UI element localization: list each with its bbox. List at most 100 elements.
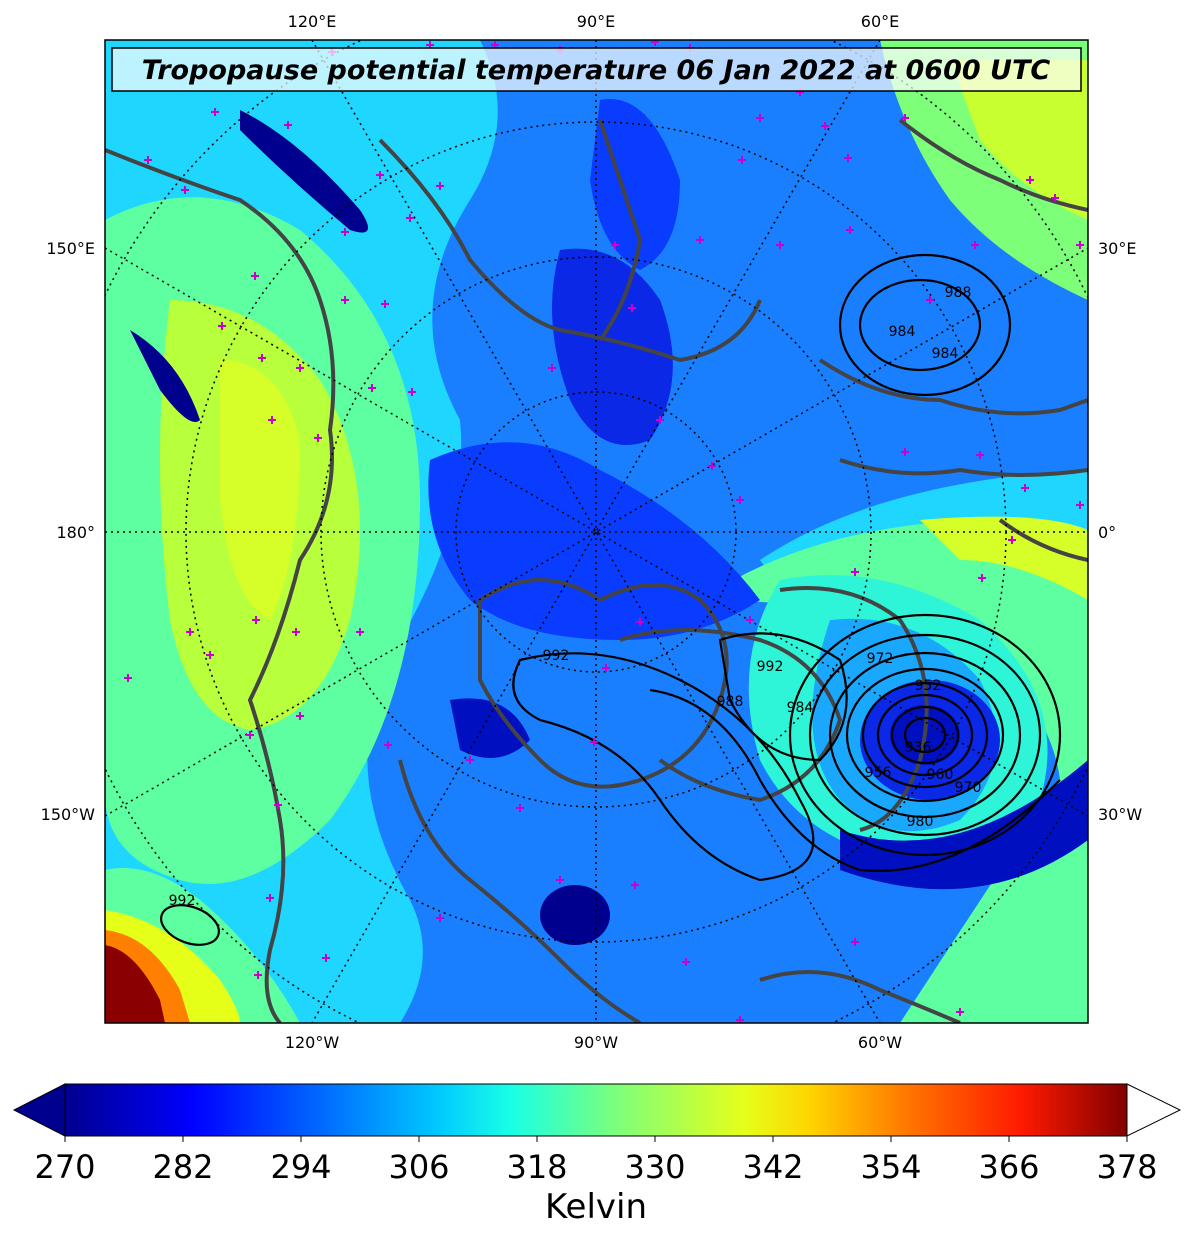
station-marker (266, 894, 274, 902)
station-marker (1051, 194, 1059, 202)
station-marker (1026, 176, 1034, 184)
station-marker (144, 156, 152, 164)
station-marker (296, 364, 304, 372)
isobar-label: 960 (927, 767, 954, 783)
station-marker (1021, 484, 1029, 492)
station-marker (548, 364, 556, 372)
lon-label-bottom-3: 60°W (858, 1033, 902, 1052)
title-box: Tropopause potential temperature 06 Jan … (111, 47, 1082, 92)
isobar-label: 972 (867, 651, 894, 667)
station-marker (1076, 241, 1084, 249)
station-marker (1008, 536, 1016, 544)
station-marker (656, 416, 664, 424)
lon-label-right-3: 30°W (1098, 805, 1142, 824)
station-marker (124, 674, 132, 682)
lon-label-right-2: 0° (1098, 523, 1116, 542)
pressure-contours (160, 253, 1062, 946)
station-marker (206, 651, 214, 659)
colorbar-tick-label: 330 (624, 1148, 685, 1186)
station-marker (602, 664, 610, 672)
graticule (105, 40, 1088, 1023)
station-marker (682, 958, 690, 966)
station-marker (408, 388, 416, 396)
station-marker (246, 731, 254, 739)
station-marker (211, 108, 219, 116)
lon-label-top-1: 120°E (288, 12, 337, 31)
station-marker (252, 616, 260, 624)
isobar-label: 992 (543, 648, 570, 664)
station-marker (292, 628, 300, 636)
station-marker (926, 296, 934, 304)
map-frame (104, 39, 1089, 1024)
station-marker (1076, 501, 1084, 509)
isobar-label: 970 (955, 780, 982, 796)
colorbar-tick-label: 378 (1096, 1148, 1157, 1186)
isobar-label: 984 (787, 700, 814, 716)
station-marker (708, 462, 716, 470)
station-marker (436, 914, 444, 922)
lon-label-left-2: 180° (56, 523, 95, 542)
station-marker (628, 304, 636, 312)
station-marker (738, 156, 746, 164)
station-marker (258, 354, 266, 362)
station-marker (274, 801, 282, 809)
station-marker (978, 574, 986, 582)
station-marker (436, 182, 444, 190)
station-marker (296, 712, 304, 720)
station-marker (776, 241, 784, 249)
colorbar-ticks: 270 282 294 306 318 330 342 354 366 378 (34, 1136, 1158, 1186)
station-marker (756, 114, 764, 122)
colorbar-extend-high (1126, 1083, 1182, 1137)
station-marker (181, 186, 189, 194)
coastlines (105, 118, 1088, 1023)
isobar-label: 936 (905, 740, 932, 756)
colorbar-tick-label: 294 (270, 1148, 331, 1186)
isobar-label: 952 (915, 678, 942, 694)
station-marker (736, 496, 744, 504)
lon-label-right-1: 30°E (1098, 239, 1136, 258)
station-marker (976, 451, 984, 459)
isobar-label: 980 (907, 814, 934, 830)
station-marker (384, 741, 392, 749)
colorbar-tick-label: 318 (506, 1148, 567, 1186)
station-marker (406, 214, 414, 222)
station-marker (516, 804, 524, 812)
station-marker (556, 876, 564, 884)
station-marker (284, 121, 292, 129)
station-marker (218, 322, 226, 330)
station-marker (851, 938, 859, 946)
station-marker (901, 448, 909, 456)
colorbar-tick-label: 270 (34, 1148, 95, 1186)
isobar-label: 984 (889, 324, 916, 340)
colorbar-title: Kelvin (545, 1187, 647, 1227)
isobar-label: 956 (865, 765, 892, 781)
isobar-label: 988 (945, 285, 972, 301)
colorbar-extend-low (12, 1083, 66, 1137)
station-marker (251, 272, 259, 280)
station-marker (314, 434, 322, 442)
station-marker (254, 971, 262, 979)
station-marker (341, 228, 349, 236)
station-marker (268, 416, 276, 424)
station-marker (356, 628, 364, 636)
station-marker (901, 114, 909, 122)
lon-label-left-1: 150°E (46, 239, 95, 258)
colorbar-tick-label: 282 (152, 1148, 213, 1186)
station-marker (381, 300, 389, 308)
lon-label-left-3: 150°W (41, 805, 96, 824)
colorbar: 270 282 294 306 318 330 342 354 366 378 Kelvin (12, 1083, 1182, 1227)
station-marker (851, 568, 859, 576)
isobar-label: 992 (757, 659, 784, 675)
colorbar-tick-label: 306 (388, 1148, 449, 1186)
colorbar-tick-label: 366 (978, 1148, 1039, 1186)
station-marker (636, 618, 644, 626)
lon-label-top-3: 60°E (861, 12, 899, 31)
station-marker (821, 122, 829, 130)
lon-label-bottom-1: 120°W (285, 1033, 340, 1052)
station-markers (124, 40, 1084, 1023)
isobar-label: 988 (717, 694, 744, 710)
station-marker (611, 241, 619, 249)
colorbar-gradient (64, 1083, 1128, 1137)
